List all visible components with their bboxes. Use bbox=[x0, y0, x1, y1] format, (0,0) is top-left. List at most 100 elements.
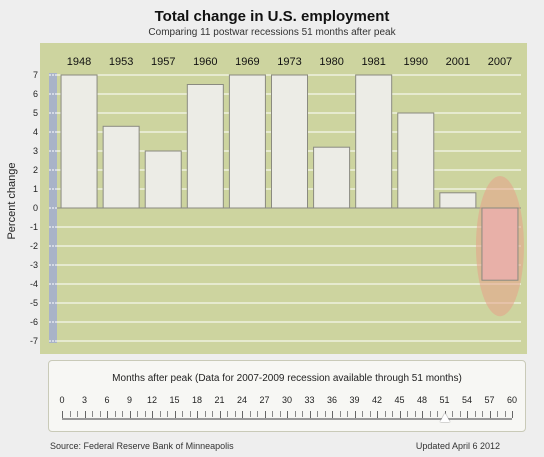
slider-tick-mark bbox=[384, 411, 386, 417]
slider-tick-mark bbox=[69, 411, 71, 417]
x-category-label: 1953 bbox=[109, 56, 133, 68]
x-category-label: 1960 bbox=[193, 56, 217, 68]
slider-tick-label: 27 bbox=[259, 395, 270, 405]
slider-tick-mark bbox=[62, 411, 63, 418]
bar-1948 bbox=[60, 74, 98, 209]
slider-tick-label: 60 bbox=[506, 395, 517, 405]
slider-tick-mark bbox=[512, 411, 513, 418]
slider-tick-mark bbox=[257, 411, 258, 417]
slider-tick-mark bbox=[249, 411, 251, 417]
y-tick-label: 5 bbox=[33, 108, 38, 118]
slider-tick-label: 21 bbox=[214, 395, 225, 405]
x-category-label: 1969 bbox=[235, 56, 259, 68]
bar-1960 bbox=[186, 84, 224, 209]
slider-tick-mark bbox=[414, 411, 416, 417]
y-tick-label: -5 bbox=[30, 298, 38, 308]
slider-thumb[interactable] bbox=[439, 413, 450, 422]
slider-tick-mark bbox=[212, 411, 213, 417]
slider-tick-mark bbox=[189, 411, 191, 417]
slider-track[interactable] bbox=[62, 418, 512, 420]
slider-tick-mark bbox=[362, 411, 363, 417]
slider-tick-mark bbox=[407, 411, 408, 417]
slider-tick-mark bbox=[287, 411, 288, 418]
chart-subtitle: Comparing 11 postwar recessions 51 month… bbox=[148, 27, 396, 38]
slider-tick-mark bbox=[422, 411, 423, 418]
slider-tick-mark bbox=[197, 411, 198, 418]
bar-1981 bbox=[355, 74, 393, 209]
slider-tick-mark bbox=[167, 411, 168, 417]
slider-tick-label: 3 bbox=[81, 395, 87, 405]
slider-tick-label: 12 bbox=[146, 395, 157, 405]
slider-tick-mark bbox=[144, 411, 146, 417]
slider-tick-label: 45 bbox=[394, 395, 405, 405]
bar-2007 bbox=[481, 207, 519, 281]
source-note: Source: Federal Reserve Bank of Minneapo… bbox=[50, 441, 234, 451]
slider-tick-mark bbox=[347, 411, 348, 417]
updated-note: Updated April 6 2012 bbox=[415, 441, 500, 451]
slider-tick-mark bbox=[392, 411, 393, 417]
slider-tick-mark bbox=[452, 411, 453, 417]
slider-tick-mark bbox=[77, 411, 78, 417]
slider-tick-label: 48 bbox=[416, 395, 427, 405]
bar-1990 bbox=[397, 112, 435, 209]
slider-tick-mark bbox=[324, 411, 326, 417]
x-category-label: 1981 bbox=[361, 56, 385, 68]
bar-1953 bbox=[102, 125, 140, 209]
slider-tick-mark bbox=[467, 411, 468, 418]
slider-tick-mark bbox=[437, 411, 438, 417]
slider-tick-mark bbox=[489, 411, 491, 418]
slider-tick-mark bbox=[152, 411, 153, 418]
slider-tick-mark bbox=[114, 411, 116, 417]
slider-tick-mark bbox=[174, 411, 176, 418]
y-tick-label: 3 bbox=[33, 146, 38, 156]
slider-tick-mark bbox=[354, 411, 356, 418]
slider-tick-label: 54 bbox=[461, 395, 472, 405]
slider-tick-label: 57 bbox=[484, 395, 495, 405]
slider-tick-mark bbox=[294, 411, 296, 417]
slider-tick-mark bbox=[317, 411, 318, 417]
x-category-label: 2001 bbox=[446, 56, 470, 68]
y-tick-label: -7 bbox=[30, 336, 38, 346]
chart-area: 7 6 5 4 3 2 1 0 -1 -2 -3 -4 -5 -6 -7 1948 1953 1957 1960 19… bbox=[30, 43, 527, 354]
slider-tick-mark bbox=[107, 411, 108, 418]
slider-tick-mark bbox=[377, 411, 378, 418]
bar-1969 bbox=[228, 74, 266, 209]
slider-tick-mark bbox=[399, 411, 401, 418]
x-category-label: 2007 bbox=[488, 56, 512, 68]
slider-tick-label: 36 bbox=[326, 395, 337, 405]
slider-tick-mark bbox=[279, 411, 281, 417]
y-tick-label: 6 bbox=[33, 89, 38, 99]
slider-tick-mark bbox=[309, 411, 311, 418]
slider-tick-mark bbox=[137, 411, 138, 417]
slider-tick-scale: 0 3 6 9 12 15 18 21 24 27 30 33 36 39 42 45 48 51 54 57 60 bbox=[49, 361, 525, 431]
y-tick-label: -4 bbox=[30, 279, 38, 289]
slider-tick-mark bbox=[92, 411, 93, 417]
slider-tick-mark bbox=[497, 411, 498, 417]
slider-tick-label: 39 bbox=[349, 395, 360, 405]
x-category-label: 1957 bbox=[151, 56, 175, 68]
slider-caption: Months after peak (Data for 2007-2009 re… bbox=[112, 373, 462, 384]
slider-tick-mark bbox=[459, 411, 461, 417]
x-category-label: 1990 bbox=[404, 56, 428, 68]
y-tick-label: -3 bbox=[30, 260, 38, 270]
slider-tick-mark bbox=[219, 411, 221, 418]
slider-tick-mark bbox=[272, 411, 273, 417]
slider-tick-mark bbox=[429, 411, 431, 417]
y-tick-label: 4 bbox=[33, 127, 38, 137]
slider-tick-mark bbox=[302, 411, 303, 417]
slider-tick-label: 9 bbox=[126, 395, 132, 405]
bar-2001 bbox=[439, 192, 477, 209]
y-tick-label: -1 bbox=[30, 222, 38, 232]
x-category-label: 1973 bbox=[277, 56, 301, 68]
slider-tick-mark bbox=[369, 411, 371, 417]
x-category-label: 1948 bbox=[67, 56, 91, 68]
slider-tick-label: 15 bbox=[169, 395, 180, 405]
slider-tick-label: 24 bbox=[236, 395, 247, 405]
slider-tick-mark bbox=[99, 411, 101, 417]
bar-1973 bbox=[271, 74, 308, 209]
slider-tick-mark bbox=[339, 411, 341, 417]
chart-title: Total change in U.S. employment bbox=[154, 8, 390, 25]
slider-tick-label: 33 bbox=[304, 395, 315, 405]
slider-tick-mark bbox=[122, 411, 123, 417]
slider-tick-label: 6 bbox=[104, 395, 110, 405]
